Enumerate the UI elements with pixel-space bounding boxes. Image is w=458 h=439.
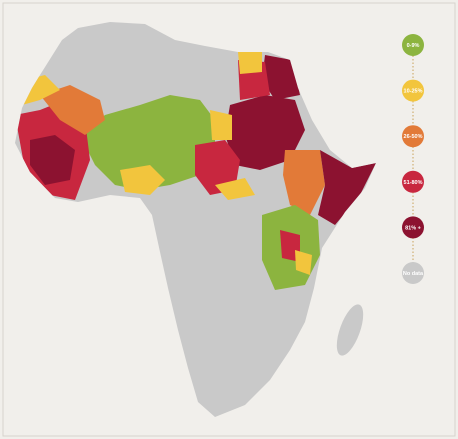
legend-swatch (402, 170, 424, 193)
regions (15, 52, 376, 290)
region (80, 95, 215, 190)
legend-label: No data (403, 271, 424, 277)
legend-swatch (402, 216, 424, 239)
legend-swatch (402, 262, 424, 284)
region (40, 85, 105, 135)
legend-swatch (402, 79, 424, 102)
legend-label: 81% + (405, 225, 421, 231)
legend-label: 51-80% (404, 180, 423, 186)
region (210, 110, 232, 140)
legend-swatch (402, 125, 424, 148)
region (280, 230, 300, 262)
legend-label: 10-25% (404, 89, 423, 95)
region (238, 52, 262, 74)
legend-label: 26-50% (404, 134, 423, 140)
legend-label: 0-9% (407, 43, 420, 49)
region (283, 150, 325, 215)
madagascar (336, 304, 364, 356)
region (215, 178, 255, 200)
region (318, 150, 376, 225)
region (30, 135, 75, 185)
region (195, 140, 240, 195)
region (262, 55, 300, 100)
legend-swatch (402, 34, 424, 56)
region (120, 165, 165, 195)
region (295, 250, 312, 275)
legend: 0-9% 10-25% 26-50% 51-80% 81% + No data (402, 34, 424, 284)
